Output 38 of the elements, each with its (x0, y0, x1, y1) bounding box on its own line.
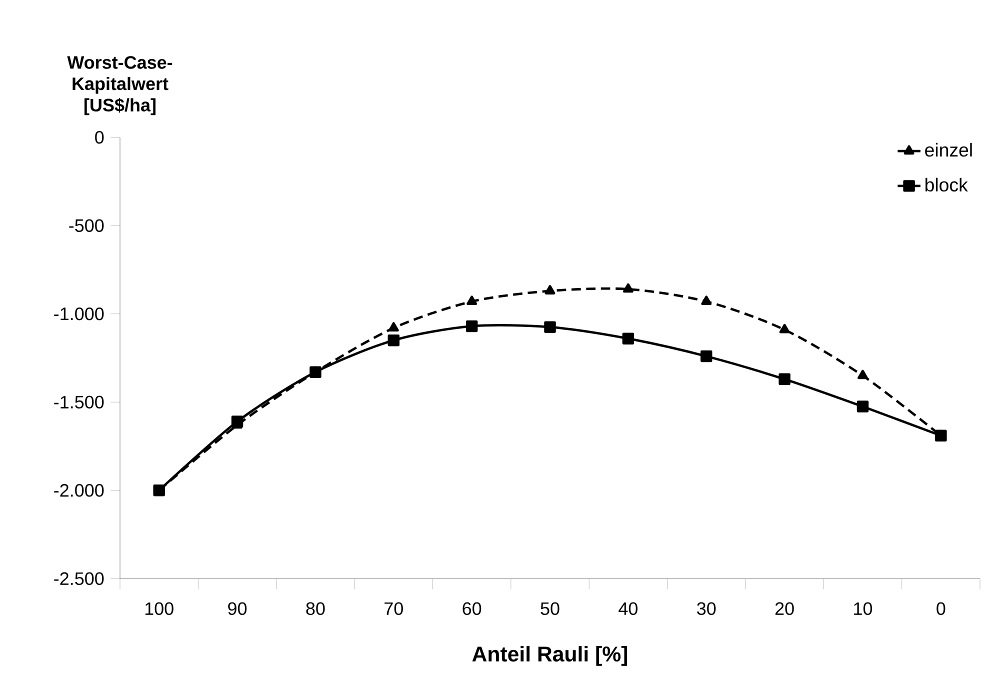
point (622, 283, 634, 293)
point (466, 296, 478, 306)
point (544, 321, 556, 334)
y-axis-title: Worst-Case-Kapitalwert [US$/ha] (67, 56, 172, 116)
x-tick-label: 100 (145, 602, 174, 616)
y-tick-label: 0 (95, 131, 104, 144)
legend-label: einzel (925, 143, 972, 157)
point (856, 400, 869, 413)
point (388, 334, 400, 346)
point (935, 430, 947, 442)
point (700, 350, 712, 362)
x-tick-label: 50 (540, 602, 560, 616)
y-tick-label: -1.000 (54, 308, 104, 320)
y-tick-label: -2.000 (54, 484, 104, 497)
x-tick-label: 30 (697, 602, 716, 616)
x-tick-label: 0 (936, 602, 946, 616)
point (701, 296, 712, 306)
point (544, 285, 556, 295)
point (388, 322, 399, 332)
point (466, 320, 478, 332)
legend-label: block (926, 178, 968, 192)
x-tick-label: 80 (306, 602, 325, 616)
point (857, 370, 868, 380)
y-tick-label: -500 (69, 219, 104, 232)
y-tick-label: -1.500 (54, 396, 104, 409)
point (778, 373, 790, 386)
point (231, 416, 244, 428)
x-axis-title: Anteil Rauli [%] (472, 646, 628, 666)
x-tick-label: 90 (228, 602, 247, 616)
y-tick-label: -2.500 (54, 572, 104, 586)
x-tick-label: 10 (854, 602, 872, 616)
x-tick-label: 20 (775, 602, 794, 616)
x-tick-label: 40 (618, 602, 638, 616)
point (779, 324, 790, 334)
point (622, 332, 634, 345)
point (310, 366, 322, 378)
x-tick-label: 70 (384, 602, 403, 616)
x-tick-label: 60 (462, 602, 482, 616)
